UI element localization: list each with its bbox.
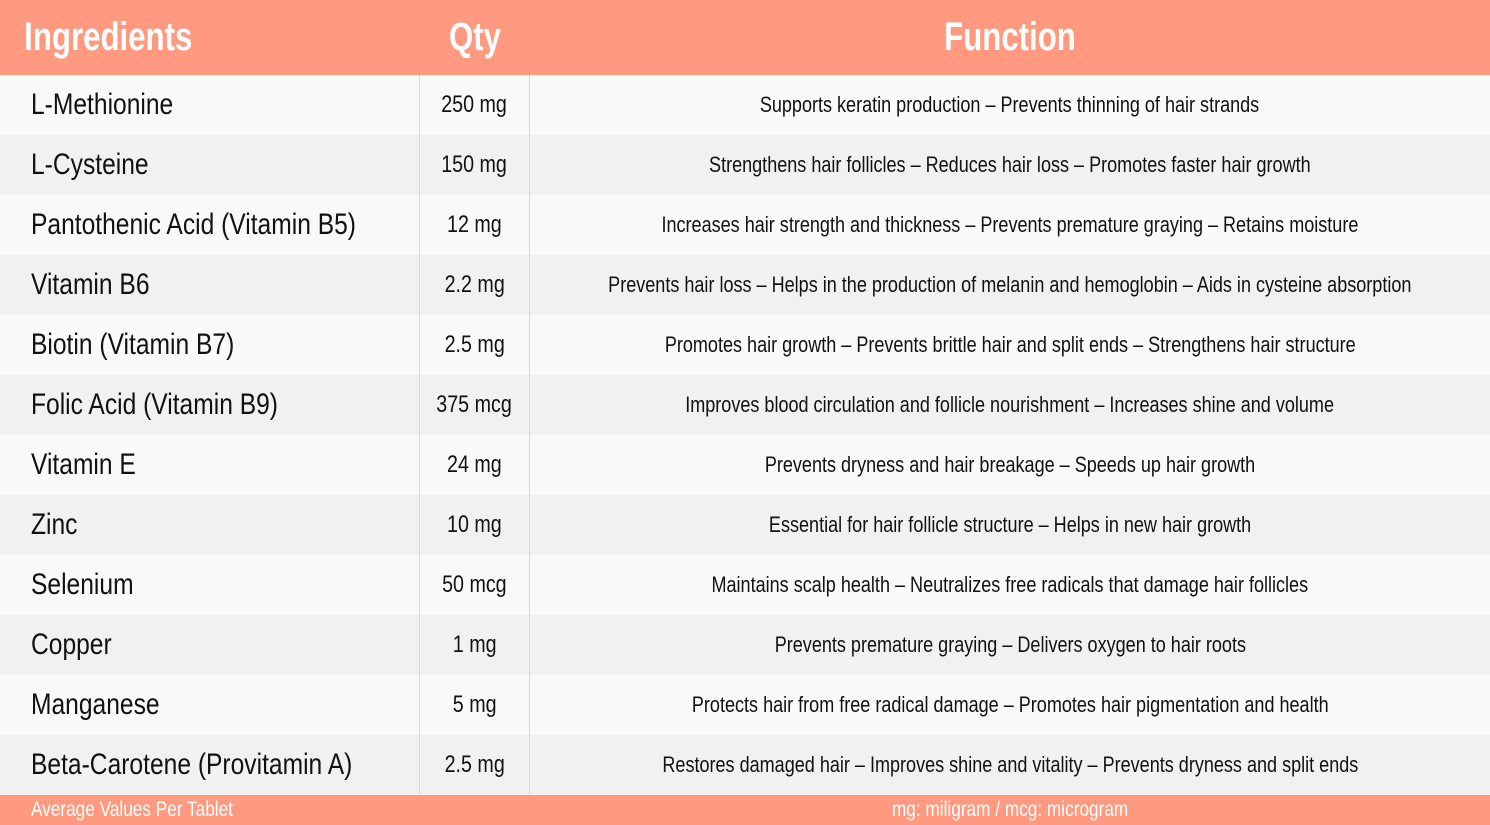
- qty-cell-text: 375 mcg: [436, 391, 513, 418]
- ingredient-cell: Selenium: [0, 555, 420, 615]
- table-body: L-Methionine 250 mg Supports keratin produ…: [0, 75, 1490, 795]
- function-cell-text: Essential for hair follicle structure – …: [768, 512, 1252, 537]
- function-cell: Prevents hair loss – Helps in the produc…: [530, 255, 1490, 315]
- function-cell: Restores damaged hair – Improves shine a…: [530, 735, 1490, 795]
- qty-cell-text: 2.5 mg: [444, 331, 505, 358]
- table-row: Pantothenic Acid (Vitamin B5) 12 mg Increa…: [0, 195, 1490, 255]
- function-cell-text: Supports keratin production – Prevents t…: [760, 92, 1260, 117]
- function-cell-text: Protects hair from free radical damage –…: [691, 692, 1329, 717]
- function-cell: Improves blood circulation and follicle …: [530, 375, 1490, 435]
- table-row: Selenium 50 mcg Maintains scalp health – N…: [0, 555, 1490, 615]
- ingredient-cell-text: Vitamin B6: [31, 268, 150, 301]
- table-header: Ingredients Qty Function: [0, 0, 1490, 75]
- qty-cell: 250 mg: [420, 75, 530, 135]
- footer-average-values: Average Values Per Tablet: [31, 798, 234, 821]
- ingredient-cell-text: Manganese: [31, 688, 160, 721]
- qty-cell: 24 mg: [420, 435, 530, 495]
- qty-cell: 1 mg: [420, 615, 530, 675]
- ingredient-cell: Pantothenic Acid (Vitamin B5): [0, 195, 420, 255]
- qty-cell: 10 mg: [420, 495, 530, 555]
- qty-cell: 12 mg: [420, 195, 530, 255]
- ingredient-cell: Vitamin B6: [0, 255, 420, 315]
- ingredient-cell: Folic Acid (Vitamin B9): [0, 375, 420, 435]
- table-row: L-Methionine 250 mg Supports keratin produ…: [0, 75, 1490, 135]
- table-row: Manganese 5 mg Protects hair from free rad…: [0, 675, 1490, 735]
- function-cell-text: Prevents hair loss – Helps in the produc…: [608, 272, 1412, 297]
- ingredient-cell-text: Selenium: [31, 568, 134, 601]
- qty-cell: 50 mcg: [420, 555, 530, 615]
- table-row: Vitamin B6 2.2 mg Prevents hair loss – Hel…: [0, 255, 1490, 315]
- function-cell-text: Maintains scalp health – Neutralizes fre…: [711, 572, 1309, 597]
- footer-note-right: mg: miligram / mcg: microgram: [530, 795, 1490, 825]
- ingredient-cell-text: Pantothenic Acid (Vitamin B5): [31, 208, 356, 241]
- qty-cell-text: 2.5 mg: [444, 751, 505, 778]
- ingredient-cell-text: L-Cysteine: [31, 148, 149, 181]
- table-row: Zinc 10 mg Essential for hair follicle str…: [0, 495, 1490, 555]
- function-cell-text: Prevents dryness and hair breakage – Spe…: [764, 452, 1256, 477]
- footer-note-left: Average Values Per Tablet: [0, 795, 530, 825]
- qty-cell: 2.2 mg: [420, 255, 530, 315]
- ingredient-cell-text: L-Methionine: [31, 88, 174, 121]
- header-qty: Qty: [448, 15, 502, 59]
- footer-units-legend: mg: miligram / mcg: microgram: [891, 798, 1129, 821]
- table-row: L-Cysteine 150 mg Strengthens hair follicl…: [0, 135, 1490, 195]
- table-row: Biotin (Vitamin B7) 2.5 mg Promotes hair g…: [0, 315, 1490, 375]
- function-cell-text: Improves blood circulation and follicle …: [685, 392, 1335, 417]
- function-cell: Promotes hair growth – Prevents brittle …: [530, 315, 1490, 375]
- qty-cell-text: 2.2 mg: [444, 271, 505, 298]
- ingredient-cell: Biotin (Vitamin B7): [0, 315, 420, 375]
- function-cell: Prevents dryness and hair breakage – Spe…: [530, 435, 1490, 495]
- qty-cell: 375 mcg: [420, 375, 530, 435]
- function-cell: Increases hair strength and thickness – …: [530, 195, 1490, 255]
- function-cell: Strengthens hair follicles – Reduces hai…: [530, 135, 1490, 195]
- qty-cell-text: 10 mg: [447, 511, 502, 538]
- qty-cell-text: 50 mcg: [442, 571, 507, 598]
- header-ingredients: Ingredients: [24, 15, 193, 59]
- qty-cell-text: 12 mg: [447, 211, 502, 238]
- table-row: Folic Acid (Vitamin B9) 375 mcg Improves b…: [0, 375, 1490, 435]
- function-cell-text: Increases hair strength and thickness – …: [661, 212, 1359, 237]
- ingredient-cell: Manganese: [0, 675, 420, 735]
- qty-cell-text: 5 mg: [452, 691, 497, 718]
- ingredient-cell-text: Beta-Carotene (Provitamin A): [31, 748, 353, 781]
- ingredient-cell-text: Biotin (Vitamin B7): [31, 328, 235, 361]
- ingredient-cell-text: Copper: [31, 628, 112, 661]
- function-cell-text: Restores damaged hair – Improves shine a…: [662, 752, 1358, 777]
- ingredient-cell-text: Folic Acid (Vitamin B9): [31, 388, 278, 421]
- ingredient-cell: Copper: [0, 615, 420, 675]
- qty-cell: 2.5 mg: [420, 315, 530, 375]
- function-cell: Essential for hair follicle structure – …: [530, 495, 1490, 555]
- ingredient-cell: Zinc: [0, 495, 420, 555]
- qty-cell-text: 24 mg: [447, 451, 502, 478]
- qty-cell: 150 mg: [420, 135, 530, 195]
- header-function: Function: [944, 15, 1076, 59]
- qty-cell-text: 150 mg: [441, 151, 508, 178]
- function-cell-text: Strengthens hair follicles – Reduces hai…: [709, 152, 1311, 177]
- function-cell-text: Prevents premature graying – Delivers ox…: [774, 632, 1246, 657]
- ingredient-cell: L-Cysteine: [0, 135, 420, 195]
- function-cell-text: Promotes hair growth – Prevents brittle …: [664, 332, 1356, 357]
- ingredient-cell: L-Methionine: [0, 75, 420, 135]
- function-cell: Protects hair from free radical damage –…: [530, 675, 1490, 735]
- table-row: Vitamin E 24 mg Prevents dryness and hair …: [0, 435, 1490, 495]
- function-cell: Maintains scalp health – Neutralizes fre…: [530, 555, 1490, 615]
- function-cell: Supports keratin production – Prevents t…: [530, 75, 1490, 135]
- table-row: Copper 1 mg Prevents premature graying – D…: [0, 615, 1490, 675]
- qty-cell: 2.5 mg: [420, 735, 530, 795]
- ingredient-cell-text: Vitamin E: [31, 448, 136, 481]
- ingredient-cell: Beta-Carotene (Provitamin A): [0, 735, 420, 795]
- qty-cell-text: 250 mg: [441, 91, 508, 118]
- qty-cell-text: 1 mg: [452, 631, 497, 658]
- table-row: Beta-Carotene (Provitamin A) 2.5 mg Restor…: [0, 735, 1490, 795]
- ingredient-cell-text: Zinc: [31, 508, 78, 541]
- table-footer: Average Values Per Tablet mg: miligram /…: [0, 795, 1490, 825]
- qty-cell: 5 mg: [420, 675, 530, 735]
- function-cell: Prevents premature graying – Delivers ox…: [530, 615, 1490, 675]
- ingredient-cell: Vitamin E: [0, 435, 420, 495]
